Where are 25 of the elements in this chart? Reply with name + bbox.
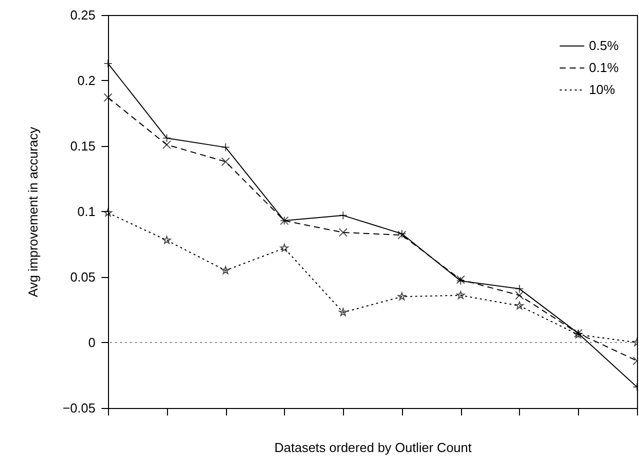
y-tick-label: 0.25	[70, 8, 96, 22]
y-tick-label: 0.05	[70, 270, 96, 284]
point	[104, 93, 112, 102]
point	[221, 142, 230, 152]
y-tick-label: 0.2	[77, 73, 96, 88]
y-tick-label: 0	[88, 335, 96, 350]
x-axis-title: Datasets ordered by Outlier Count	[274, 440, 472, 455]
y-tick-label: 0.15	[70, 138, 96, 154]
point	[221, 157, 230, 166]
legend-label: 0.5%	[589, 38, 620, 53]
point	[162, 236, 171, 244]
y-axis-title: Avg improvement in accuracy	[26, 126, 41, 298]
y-tick-label: 0.1	[77, 204, 96, 219]
point	[280, 244, 289, 252]
legend-label: 10%	[589, 82, 616, 97]
point	[338, 308, 348, 316]
point	[338, 211, 348, 220]
legend-label: 0.1%	[589, 60, 620, 75]
point	[515, 301, 524, 310]
y-tick-label: −0.05	[62, 400, 96, 416]
point	[221, 266, 230, 274]
point	[338, 228, 348, 237]
point	[104, 208, 112, 216]
point	[398, 292, 406, 300]
point	[456, 290, 465, 299]
